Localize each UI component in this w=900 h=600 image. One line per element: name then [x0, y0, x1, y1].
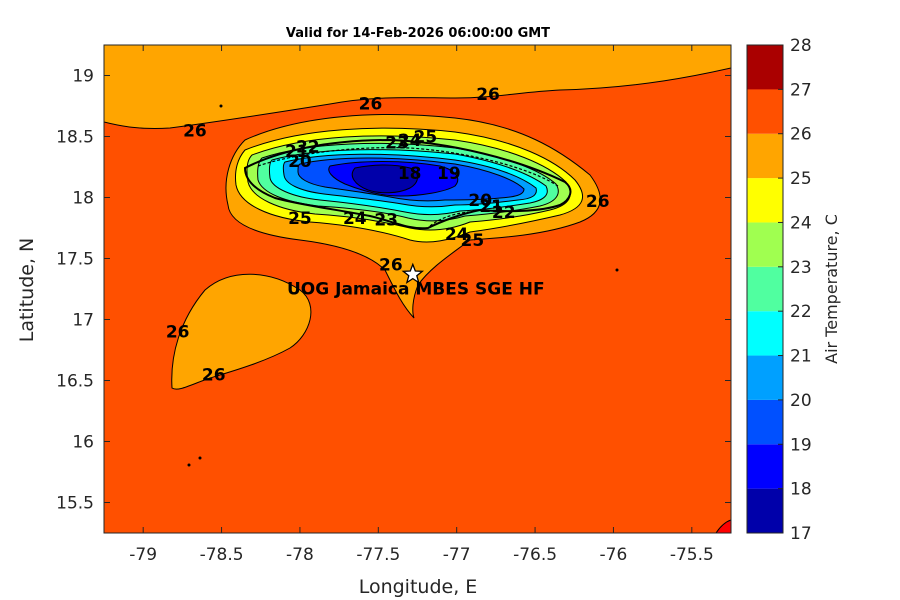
colorbar-tick-label: 28 — [790, 36, 812, 56]
x-tick-label: -77.5 — [356, 545, 400, 565]
island-dot — [615, 268, 619, 272]
contour-label: 21 — [479, 197, 503, 217]
x-tick-label: -76.5 — [513, 545, 557, 565]
colorbar-band — [747, 355, 783, 400]
contour-label: 23 — [385, 134, 409, 154]
y-tick-label: 18 — [72, 189, 94, 209]
colorbar-band — [747, 178, 783, 223]
island-dot — [198, 456, 202, 460]
contour-label: 24 — [343, 209, 367, 229]
colorbar-tick-label: 20 — [790, 391, 812, 411]
y-tick-label: 15.5 — [56, 494, 94, 514]
x-tick-label: -79 — [129, 545, 157, 565]
y-axis-label: Latitude, N — [16, 238, 38, 343]
contour-label: 26 — [166, 323, 190, 343]
colorbar — [746, 44, 784, 534]
contour-label: 25 — [288, 209, 312, 229]
contour-label: 22 — [296, 137, 320, 157]
x-tick-label: -78 — [286, 545, 314, 565]
colorbar-tick-label: 22 — [790, 302, 812, 322]
x-tick-label: -78.5 — [200, 545, 244, 565]
temp-27-corner — [715, 519, 731, 533]
colorbar-band — [747, 311, 783, 356]
contour-label: 20 — [288, 152, 312, 172]
colorbar-ticks: 17 18 19 20 21 22 23 24 25 26 27 28 — [778, 36, 812, 544]
star-icon — [401, 262, 425, 285]
x-tick-label: -77 — [443, 545, 471, 565]
colorbar-band — [747, 222, 783, 267]
y-tick-label: 19 — [72, 67, 94, 87]
colorbar-band — [747, 488, 783, 533]
y-tick-label: 18.5 — [56, 128, 94, 148]
y-tick-label: 16 — [72, 433, 94, 453]
plot-frame — [103, 44, 732, 534]
contour-label: 19 — [437, 164, 461, 184]
contour-label: 23 — [374, 210, 398, 230]
colorbar-tick-label: 24 — [790, 213, 812, 233]
station-marker: UOG Jamaica MBES SGE HF — [287, 262, 545, 299]
contour-label: 26 — [476, 85, 500, 105]
colorbar-tick-label: 27 — [790, 80, 812, 100]
contour-label: 26 — [359, 95, 383, 115]
colorbar-tick-label: 26 — [790, 125, 812, 145]
contour-label: 26 — [202, 365, 226, 385]
y-tick-label: 17.5 — [56, 250, 94, 270]
colorbar-band — [747, 266, 783, 312]
colorbar-band — [747, 89, 783, 134]
contour-label: 26 — [586, 192, 610, 212]
station-label: UOG Jamaica MBES SGE HF — [287, 279, 545, 299]
figure-title: Valid for 14-Feb-2026 06:00:00 GMT — [286, 26, 550, 41]
coastline — [243, 138, 572, 230]
contour-label: 18 — [398, 164, 422, 184]
colorbar-label: Air Temperature, C — [822, 214, 841, 364]
temp-17-region — [351, 164, 418, 194]
y-tick-label: 17 — [72, 311, 94, 331]
y-axis-ticks: 19 18.5 18 17.5 17 16.5 16 15.5 — [56, 67, 731, 514]
contour-label: 24 — [398, 131, 422, 151]
contour-label: 20 — [468, 191, 492, 211]
x-axis-label: Longitude, E — [359, 576, 478, 598]
y-tick-label: 16.5 — [56, 372, 94, 392]
colorbar-band — [747, 399, 783, 445]
colorbar-tick-label: 18 — [790, 480, 812, 500]
colorbar-tick-label: 19 — [790, 435, 812, 455]
contour-label: 26 — [379, 256, 403, 276]
colorbar-tick-label: 17 — [790, 524, 812, 544]
colorbar-band — [747, 133, 783, 179]
contour-label: 26 — [183, 121, 207, 141]
contour-label: 25 — [414, 128, 438, 148]
island-dot — [187, 463, 191, 467]
colorbar-tick-label: 21 — [790, 347, 812, 367]
x-axis-ticks: -79 -78.5 -78 -77.5 -77 -76.5 -76 -75.5 — [129, 45, 714, 565]
contour-label: 24 — [445, 225, 469, 245]
colorbar-band — [747, 45, 783, 90]
colorbar-tick-label: 25 — [790, 169, 812, 189]
temp-25-region-southwest — [171, 273, 312, 390]
colorbar-tick-label: 23 — [790, 258, 812, 278]
contour-label: 22 — [492, 203, 516, 223]
colorbar-band — [747, 444, 783, 489]
coastline-inner — [257, 147, 559, 227]
colorbar-frame — [746, 44, 784, 534]
x-tick-label: -75.5 — [670, 545, 714, 565]
island-dot — [219, 104, 223, 108]
temp-25-region-north — [104, 45, 731, 130]
x-tick-label: -76 — [600, 545, 628, 565]
contour-label: 25 — [461, 231, 485, 251]
contour-label: 21 — [285, 142, 309, 162]
